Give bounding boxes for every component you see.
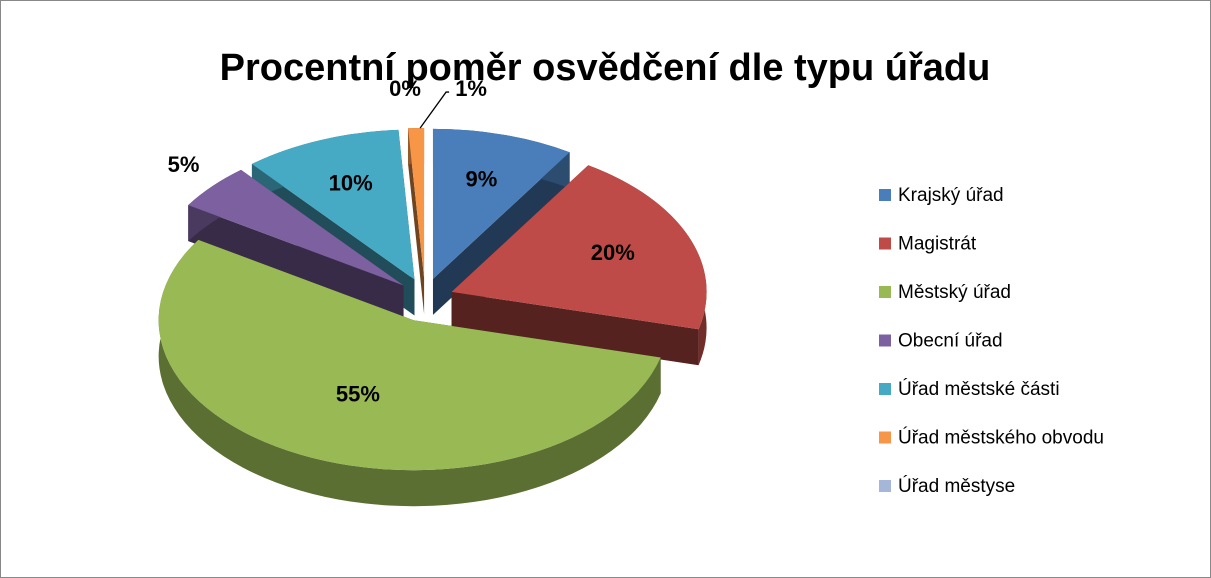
data-label: 9%: [465, 167, 497, 192]
legend-swatch: [879, 286, 891, 298]
legend-swatch: [879, 237, 891, 250]
slice-face: [432, 152, 570, 315]
data-label: 10%: [329, 171, 373, 196]
data-label: 55%: [336, 382, 380, 407]
slice: [432, 128, 570, 279]
slice: [251, 129, 415, 280]
slice-face: [188, 205, 404, 322]
legend-swatch: [879, 383, 891, 395]
legend-label: Úřad městyse: [898, 475, 1015, 497]
slice-face: [408, 128, 425, 315]
slice-face: [451, 291, 699, 366]
legend-swatch: [879, 480, 891, 492]
legend-swatch: [879, 431, 891, 444]
data-label: 1%: [455, 76, 487, 101]
legend-label: Krajský úřad: [898, 185, 1004, 206]
legend-label: Úřad městského obvodu: [898, 427, 1104, 449]
legend-swatch: [879, 334, 891, 347]
data-label: 5%: [168, 152, 200, 177]
legend-label: Obecní úřad: [898, 331, 1003, 352]
legend-label: Magistrát: [898, 234, 977, 255]
legend-swatch: [879, 189, 891, 201]
legend-label: Úřad městské části: [898, 378, 1060, 400]
slice: [408, 128, 425, 279]
legend-label: Městský úřad: [898, 282, 1011, 303]
chart-title: Procentní poměr osvědčení dle typu úřadu: [220, 47, 991, 89]
data-label: 0%: [389, 76, 421, 101]
slice: [188, 169, 404, 286]
slice: [158, 239, 661, 471]
slice: [451, 165, 707, 330]
leader-line: [419, 91, 450, 129]
pie-tops: [158, 128, 707, 471]
data-label: 20%: [591, 240, 635, 265]
